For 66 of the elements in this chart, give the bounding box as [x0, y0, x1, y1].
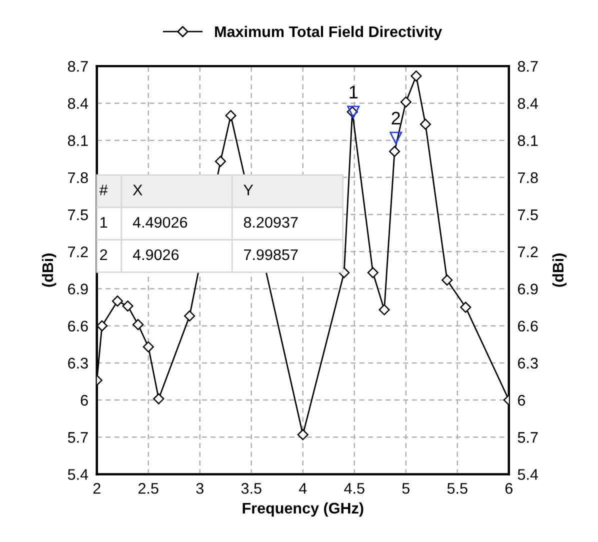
y-tick-label: 6.9: [68, 284, 88, 294]
annotation: #: [99, 184, 108, 196]
annotation: 4.9026: [132, 249, 179, 260]
point: [225, 110, 236, 122]
y2-tick-label: 7.8: [518, 172, 538, 184]
point: [96, 320, 108, 332]
annotation: 1: [350, 86, 358, 98]
y2-tick-label: 8.7: [518, 60, 538, 72]
point: [378, 304, 390, 316]
x-tick-label: 5.5: [447, 483, 468, 494]
y2-axis-title: (dBi): [552, 254, 567, 287]
annotation: 7.99857: [244, 249, 298, 260]
point: [367, 267, 378, 278]
annotation: Y: [244, 184, 254, 196]
y2-tick-label: 8.1: [518, 135, 538, 146]
y-axis-title: (dBi): [42, 254, 56, 287]
x-tick-label: 4.5: [344, 483, 364, 494]
annotation: 1: [100, 217, 108, 228]
y-tick-label: 7.8: [68, 172, 88, 184]
y-tick-label: 7.2: [68, 246, 88, 258]
point: [122, 300, 134, 312]
x-tick-label: 2: [93, 482, 100, 494]
point: [410, 70, 422, 82]
point: [153, 393, 164, 404]
point: [112, 296, 124, 307]
x-tick-label: 3: [196, 482, 204, 494]
point: [460, 302, 472, 313]
y2-tick-label: 7.2: [518, 246, 538, 258]
annotation: 8.20937: [244, 216, 298, 228]
y-tick-label: 8.1: [68, 135, 88, 146]
y2-tick-label: 6: [518, 394, 526, 406]
y2-tick-label: 6.9: [518, 284, 538, 294]
x-tick-label: 4: [298, 483, 307, 494]
y2-tick-label: 5.7: [518, 432, 538, 443]
y-tick-label: 6.3: [68, 358, 88, 369]
x-tick-label: 3.5: [241, 482, 262, 494]
y2-tick-label: 5.4: [518, 469, 538, 480]
point: [142, 341, 154, 352]
y-tick-label: 6: [80, 394, 88, 406]
annotation: X: [132, 184, 142, 196]
y-tick-label: 6.6: [68, 320, 88, 332]
y-tick-label: 8.4: [68, 98, 88, 109]
y2-tick-label: 8.4: [518, 98, 538, 109]
annotation: 2: [100, 249, 108, 260]
x-axis-title: Frequency (GHz): [242, 502, 364, 517]
y-tick-label: 8.7: [68, 60, 88, 72]
y-tick-label: 5.4: [68, 469, 88, 480]
point: [389, 146, 400, 157]
x-tick-label: 5: [402, 483, 410, 494]
point: [132, 319, 144, 330]
y-tick-label: 7.5: [68, 210, 88, 220]
x-tick-label: 2.5: [138, 482, 158, 494]
y2-tick-label: 6.3: [518, 358, 538, 369]
y-tick-label: 5.7: [68, 432, 88, 443]
x-tick-label: 6: [505, 482, 512, 494]
point: [214, 156, 226, 167]
point: [420, 118, 431, 130]
annotation: 4.49026: [132, 216, 188, 228]
y2-tick-label: 6.6: [518, 320, 538, 332]
point: [184, 310, 196, 322]
point: [400, 96, 412, 108]
legend-label: Maximum Total Field Directivity: [215, 26, 442, 40]
point: [442, 274, 453, 286]
annotation: 2: [392, 112, 400, 124]
point: [297, 429, 308, 440]
y2-tick-label: 7.5: [518, 210, 538, 220]
